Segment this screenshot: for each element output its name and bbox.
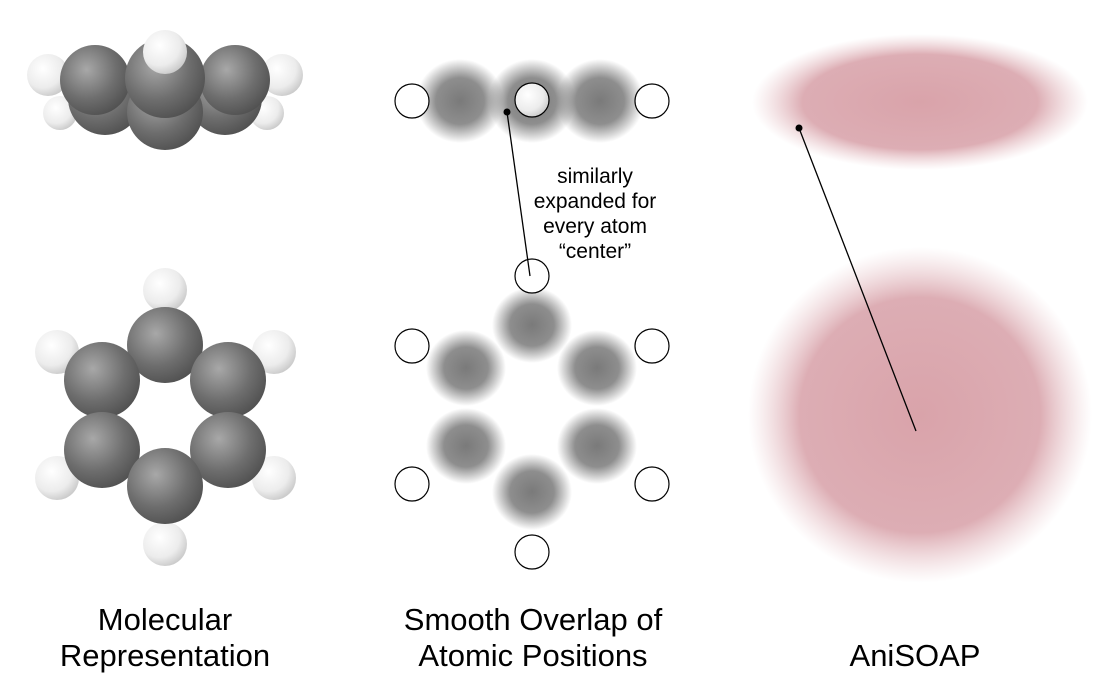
caption-line: Atomic Positions: [418, 638, 648, 673]
density-blob: [492, 287, 572, 363]
annotation-line: “center”: [558, 240, 632, 263]
atom-center-marker: [634, 328, 670, 364]
carbon-atom: [60, 45, 130, 115]
hydrogen-atom: [35, 330, 79, 374]
density-blob: [557, 330, 637, 406]
molecule-top-view: [35, 268, 296, 566]
caption-molecular-representation: Molecular Representation: [20, 602, 310, 674]
atom-center-marker: [394, 466, 430, 502]
carbon-atom: [64, 342, 140, 418]
soap-side-view: [394, 59, 670, 143]
hydrogen-atom: [143, 30, 187, 74]
hydrogen-atom: [143, 268, 187, 312]
atom-center-marker: [634, 466, 670, 502]
molecule-side-view: [27, 30, 303, 150]
annotation-line: every atom: [543, 215, 647, 238]
density-blob: [557, 408, 637, 484]
carbon-atom: [200, 45, 270, 115]
anisoap-side-view: [752, 34, 1088, 170]
caption-line: Molecular: [97, 602, 233, 637]
hydrogen-atom: [43, 96, 77, 130]
soap-connector-line: [506, 111, 531, 277]
carbon-atom: [127, 448, 203, 524]
hydrogen-atom: [514, 82, 550, 118]
density-blob: [492, 454, 572, 530]
anisoap-connector-line: [798, 127, 917, 432]
caption-soap: Smooth Overlap of Atomic Positions: [378, 602, 688, 674]
density-blob: [416, 59, 504, 143]
atom-center-marker: [394, 328, 430, 364]
carbon-atom: [190, 412, 266, 488]
atom-center-marker: [514, 258, 550, 294]
annotation-text: similarly expanded for every atom “cente…: [510, 164, 680, 264]
hydrogen-atom: [252, 456, 296, 500]
carbon-atom: [64, 412, 140, 488]
annotation-line: similarly: [557, 165, 633, 188]
density-blob: [556, 59, 644, 143]
hydrogen-atom: [261, 54, 303, 96]
atom-center-marker: [634, 83, 670, 119]
density-blob: [426, 330, 506, 406]
carbon-atom: [127, 307, 203, 383]
caption-anisoap: AniSOAP: [849, 638, 981, 673]
hydrogen-atom: [35, 456, 79, 500]
annotation-line: expanded for: [533, 190, 657, 213]
caption-line: Representation: [59, 638, 271, 673]
anisoap-sphere: [748, 247, 1092, 583]
hydrogen-atom: [27, 54, 69, 96]
anisoap-connector-dot: [795, 124, 803, 132]
carbon-atom: [190, 342, 266, 418]
atom-center-marker: [514, 534, 550, 570]
atom-center-marker: [394, 83, 430, 119]
anisoap-ellipsoid: [752, 34, 1088, 170]
caption-line: Smooth Overlap of: [403, 602, 663, 637]
anisoap-top-view: [748, 247, 1092, 583]
hydrogen-atom: [252, 330, 296, 374]
density-blob: [426, 408, 506, 484]
hydrogen-atom: [143, 522, 187, 566]
soap-top-view: [394, 258, 670, 570]
soap-connector-dot: [503, 108, 511, 116]
